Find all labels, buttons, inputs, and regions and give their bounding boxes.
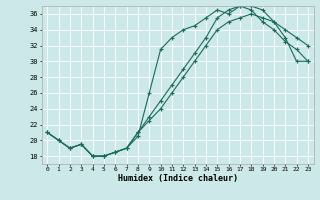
X-axis label: Humidex (Indice chaleur): Humidex (Indice chaleur) <box>118 174 237 183</box>
